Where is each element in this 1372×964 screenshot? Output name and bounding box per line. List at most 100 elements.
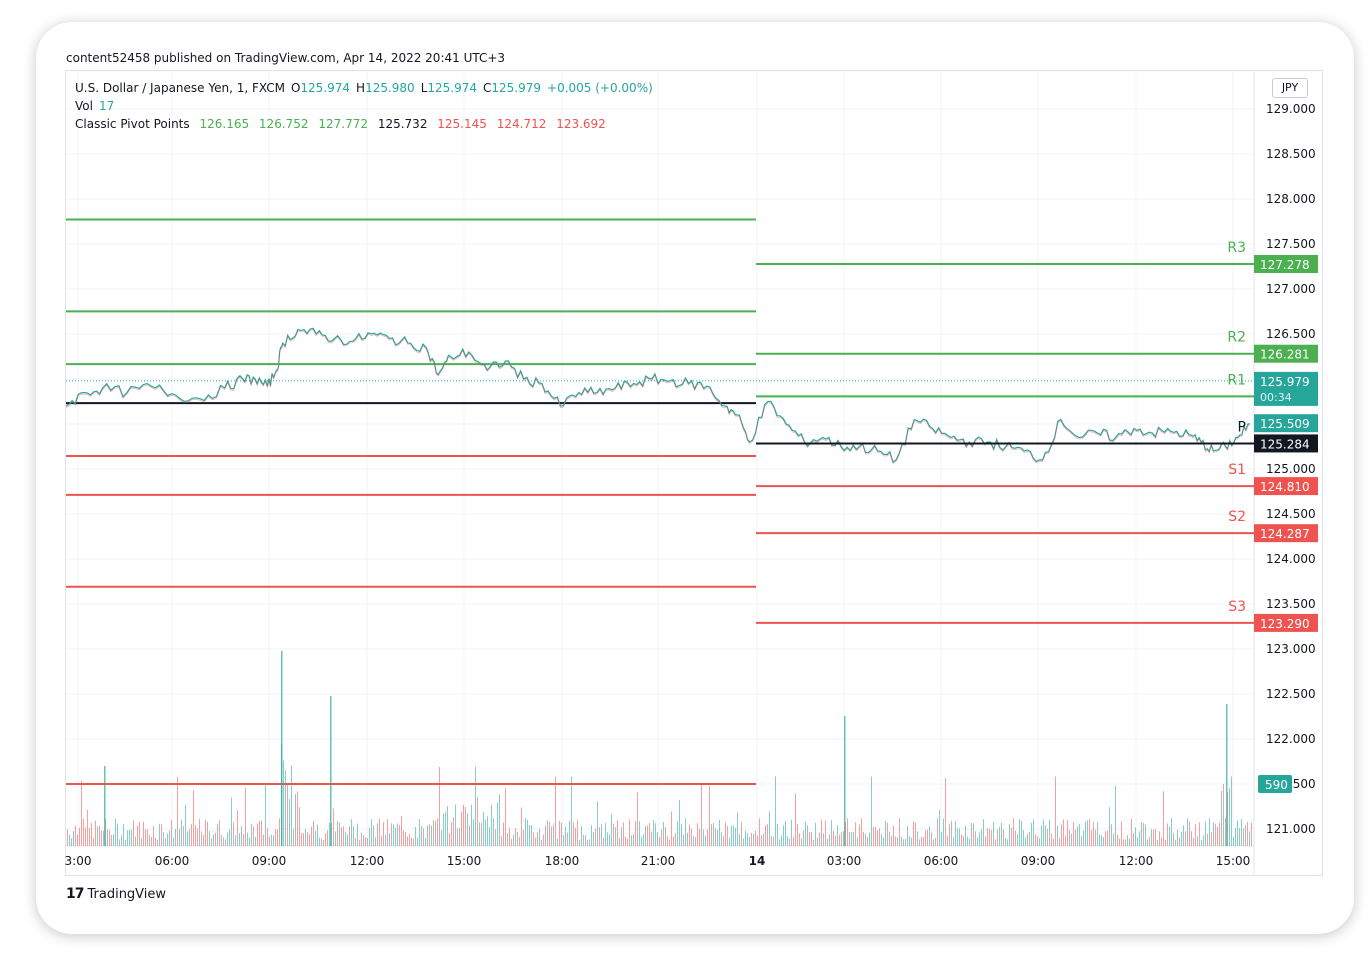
volume-bar: [1197, 836, 1198, 846]
volume-bar: [693, 835, 694, 846]
volume-bar: [325, 832, 326, 846]
pivot-label-r2: R2: [1227, 330, 1246, 346]
volume-bar: [1005, 838, 1006, 846]
volume-bar: [893, 825, 894, 846]
volume-bar: [609, 834, 610, 846]
pivot-label-s3: S3: [1228, 599, 1246, 615]
volume-bar: [837, 825, 838, 846]
pivot-legend[interactable]: Classic Pivot Points 126.165 126.752 127…: [75, 117, 612, 131]
volume-bar: [537, 832, 538, 846]
volume-bar: [71, 838, 72, 846]
last-price-tag: [1254, 371, 1318, 406]
volume-bar: [1033, 819, 1034, 846]
currency-button[interactable]: JPY: [1272, 78, 1308, 98]
volume-bar: [1091, 829, 1092, 846]
volume-bar: [261, 820, 262, 846]
volume-bar: [707, 829, 708, 846]
volume-bar: [475, 766, 476, 846]
volume-bar: [417, 838, 418, 846]
volume-bar: [897, 837, 898, 846]
volume-legend[interactable]: Vol 17: [75, 99, 120, 113]
volume-bar: [241, 826, 242, 846]
volume-bar: [319, 837, 320, 846]
change-value: +0.005 (+0.00%): [547, 81, 653, 95]
volume-bar: [1229, 788, 1230, 846]
volume-bar: [1159, 831, 1160, 846]
volume-bar: [665, 827, 666, 846]
volume-bar: [777, 823, 778, 846]
volume-bar: [1001, 822, 1002, 846]
volume-bar: [621, 827, 622, 846]
volume-bar: [1165, 839, 1166, 846]
volume-bar: [735, 828, 736, 846]
volume-bar: [927, 829, 928, 846]
volume-bar: [301, 832, 302, 846]
volume-bar: [1031, 822, 1032, 846]
volume-bar: [953, 837, 954, 846]
volume-bar: [1231, 776, 1232, 846]
volume-bar: [723, 836, 724, 846]
volume-bar: [565, 826, 566, 846]
volume-bar: [967, 836, 968, 846]
volume-bar: [347, 834, 348, 846]
close-label: C: [483, 81, 492, 95]
volume-bar: [795, 793, 796, 846]
price-tick-label: 124.500: [1266, 507, 1316, 521]
tradingview-brand[interactable]: 17 TradingView: [66, 886, 166, 902]
volume-bar: [1237, 820, 1238, 846]
volume-bar: [899, 818, 900, 846]
volume-bar: [657, 831, 658, 846]
volume-tag-text: 590: [1265, 778, 1288, 792]
volume-bar: [977, 837, 978, 846]
volume-bar: [197, 828, 198, 846]
volume-bar: [315, 830, 316, 846]
symbol-legend[interactable]: U.S. Dollar / Japanese Yen, 1, FXCM O125.…: [75, 81, 659, 95]
volume-bar: [573, 822, 574, 846]
volume-bar: [211, 838, 212, 846]
volume-bar: [519, 836, 520, 846]
volume-bar: [1233, 837, 1234, 846]
open-value: 125.974: [300, 81, 351, 95]
volume-bar: [739, 834, 740, 846]
volume-bar: [753, 833, 754, 846]
volume-bar: [273, 835, 274, 846]
pivot-price-tag-s1: [1254, 477, 1318, 496]
volume-bar: [865, 833, 866, 846]
volume-bar: [1043, 819, 1044, 846]
volume-bar: [891, 835, 892, 846]
volume-bar: [1047, 828, 1048, 846]
volume-bar: [305, 828, 306, 846]
volume-bar: [143, 821, 144, 846]
volume-bar: [1223, 784, 1224, 846]
volume-bar: [195, 825, 196, 846]
volume-bar: [361, 832, 362, 846]
volume-bar: [541, 839, 542, 846]
pivot-value-2: 126.752: [258, 117, 309, 131]
chart-frame[interactable]: [65, 70, 1323, 876]
volume-bar: [1035, 834, 1036, 846]
volume-bar: [595, 828, 596, 846]
volume-bar: [1139, 831, 1140, 846]
volume-bar: [379, 818, 380, 846]
volume-bar: [1145, 824, 1146, 846]
volume-bar: [465, 807, 466, 846]
pivot-price-tag-s2: [1254, 524, 1318, 543]
volume-bar: [1221, 790, 1222, 846]
volume-bar: [773, 836, 774, 846]
volume-bar: [995, 839, 996, 846]
volume-bar: [85, 827, 86, 846]
volume-bar: [213, 834, 214, 846]
pivot-value-3: 127.772: [318, 117, 368, 131]
volume-bar: [989, 829, 990, 846]
volume-bar: [687, 832, 688, 846]
time-tick-label: 15:00: [447, 854, 482, 868]
volume-bar: [463, 804, 464, 846]
volume-bar: [939, 809, 940, 846]
volume-bar: [265, 783, 266, 846]
volume-bar: [923, 836, 924, 846]
volume-bar: [1023, 829, 1024, 846]
volume-bar: [831, 820, 832, 846]
volume-bar: [135, 836, 136, 846]
volume-bar: [583, 834, 584, 846]
